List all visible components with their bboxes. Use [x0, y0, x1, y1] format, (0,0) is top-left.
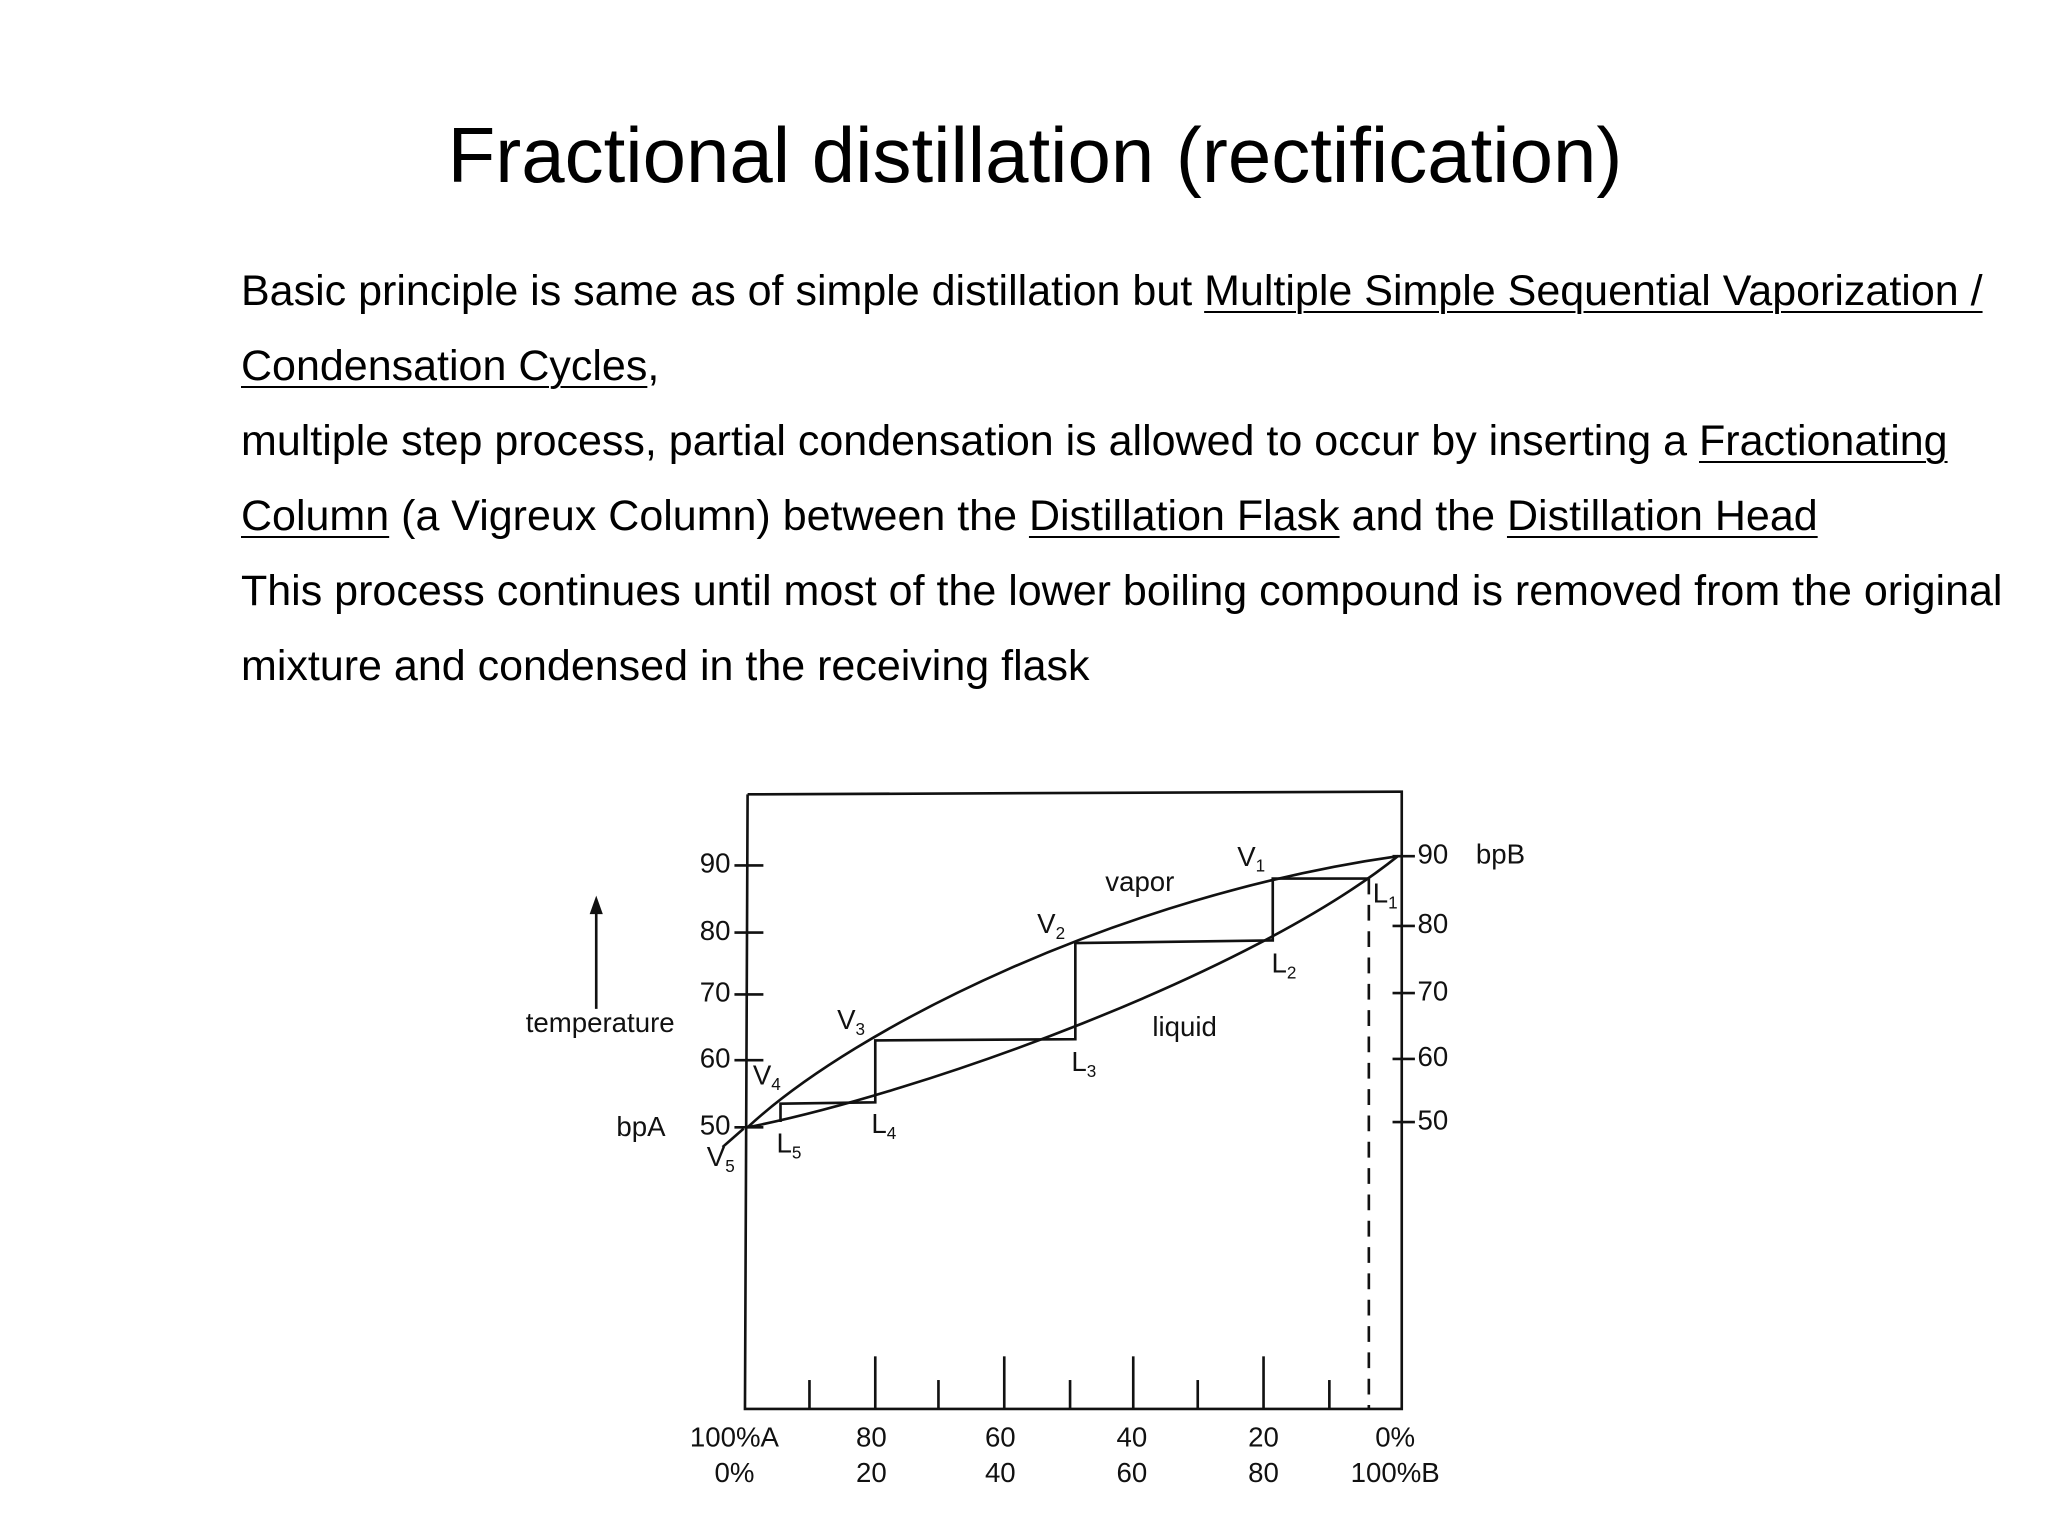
point-label: V5: [707, 1141, 735, 1175]
point-subscript: 3: [1087, 1062, 1097, 1081]
composition-a: 100%A: [690, 1422, 780, 1453]
composition-b: 20: [856, 1457, 887, 1488]
point-label: V4: [753, 1060, 781, 1094]
bp-b-label: bpB: [1476, 838, 1525, 869]
point-letter: V: [837, 1004, 856, 1035]
vapor-curve: [746, 854, 1398, 1129]
left-tick-label: 60: [700, 1042, 731, 1073]
composition-b: 0%: [714, 1457, 754, 1488]
point-subscript: 2: [1056, 923, 1066, 942]
liquid-curve: [747, 855, 1399, 1129]
composition-b: 80: [1248, 1457, 1279, 1488]
point-letter: L: [777, 1128, 792, 1159]
slide-body: Basic principle is same as of simple dis…: [241, 254, 2021, 704]
paragraph: Basic principle is same as of simple dis…: [241, 254, 2021, 404]
point-letter: V: [707, 1141, 726, 1172]
arrow-head: [589, 895, 603, 915]
composition-a: 60: [985, 1422, 1016, 1453]
bp-a-label: bpA: [616, 1111, 666, 1142]
composition-a: 20: [1248, 1422, 1279, 1453]
text-run: ,: [647, 342, 660, 390]
point-letter: V: [1237, 841, 1256, 872]
vapor-label: vapor: [1105, 866, 1174, 897]
composition-a: 40: [1117, 1422, 1148, 1453]
diagram-lines: [589, 790, 1404, 1411]
point-subscript: 3: [856, 1019, 866, 1038]
point-subscript: 5: [792, 1143, 802, 1162]
right-tick-label: 80: [1418, 908, 1449, 939]
point-label: L3: [1071, 1046, 1096, 1080]
underlined-term: Fractionating Column: [241, 417, 1948, 540]
point-letter: L: [1373, 878, 1388, 909]
right-tick-label: 60: [1418, 1041, 1449, 1072]
slide-title: Fractional distillation (rectification): [447, 111, 1623, 199]
right-tick-label: 70: [1418, 975, 1449, 1006]
point-subscript: 4: [771, 1075, 781, 1094]
point-label: L5: [777, 1128, 802, 1162]
steps: [779, 877, 1369, 1123]
point-subscript: 2: [1287, 963, 1297, 982]
underlined-term: Distillation Head: [1506, 492, 1818, 540]
left-tick-label: 50: [700, 1110, 731, 1141]
point-subscript: 4: [887, 1123, 897, 1142]
point-subscript: 1: [1388, 893, 1398, 912]
point-label: V1: [1237, 841, 1265, 875]
text-run: (a Vigreux Column) between the: [389, 492, 1029, 540]
underlined-term: Distillation Flask: [1028, 492, 1340, 540]
paragraph: This process continues until most of the…: [241, 554, 2021, 704]
text-run: multiple step process, partial condensat…: [241, 417, 1699, 465]
composition-b: 60: [1117, 1457, 1148, 1488]
left-tick-label: 80: [700, 915, 731, 946]
point-subscript: 5: [725, 1156, 735, 1175]
composition-a: 80: [856, 1422, 887, 1453]
left-tick-label: 70: [700, 977, 731, 1008]
point-label: V2: [1037, 908, 1065, 942]
paragraph: multiple step process, partial condensat…: [241, 404, 2021, 554]
right-tick-label: 50: [1418, 1104, 1449, 1135]
v5-pointer: [721, 1127, 745, 1149]
point-label: V3: [837, 1004, 865, 1038]
point-letter: L: [1271, 948, 1286, 979]
point-letter: L: [871, 1108, 886, 1139]
point-letter: V: [753, 1060, 772, 1091]
text-run: This process continues until most of the…: [241, 567, 2003, 690]
left-tick-label: 90: [700, 848, 731, 879]
composition-b: 40: [985, 1457, 1016, 1488]
frame: [743, 790, 1404, 1411]
point-subscript: 1: [1256, 856, 1266, 875]
point-label: L4: [871, 1108, 896, 1142]
underlined-term: Multiple Simple Sequential Vaporization …: [241, 267, 1983, 390]
point-label: L2: [1271, 948, 1296, 982]
point-label: L1: [1373, 878, 1398, 912]
composition-b: 100%B: [1351, 1457, 1440, 1488]
composition-a: 0%: [1375, 1422, 1415, 1453]
liquid-label: liquid: [1152, 1011, 1217, 1042]
axis-label: temperature: [526, 1007, 675, 1038]
point-letter: L: [1071, 1046, 1086, 1077]
text-run: Basic principle is same as of simple dis…: [241, 267, 1205, 315]
point-letter: V: [1037, 908, 1056, 939]
right-tick-label: 90: [1418, 838, 1449, 869]
text-run: and the: [1339, 492, 1507, 540]
